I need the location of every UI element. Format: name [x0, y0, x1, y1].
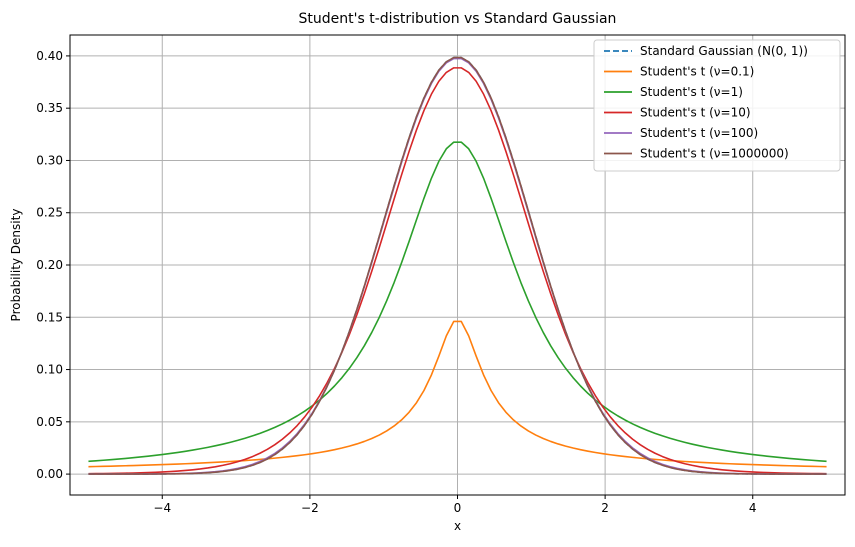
- legend-label: Student's t (ν=100): [640, 126, 758, 140]
- plot-lines: [88, 56, 827, 475]
- legend: Standard Gaussian (N(0, 1)) Student's t (…: [593, 39, 841, 172]
- y-axis-label: Probability Density: [9, 209, 23, 322]
- x-tick-label: 4: [749, 501, 757, 515]
- x-axis-label: x: [454, 519, 461, 533]
- legend-label: Student's t (ν=1): [640, 85, 743, 99]
- x-tick-label: −4: [153, 501, 171, 515]
- x-axis-ticks: −4 −2 0 2 4: [153, 495, 757, 515]
- y-tick-label: 0.35: [36, 101, 63, 115]
- x-tick-label: −2: [301, 501, 319, 515]
- series-line-2: [88, 141, 827, 463]
- legend-box: [593, 39, 841, 172]
- grid: [70, 35, 845, 495]
- y-tick-label: 0.20: [36, 258, 63, 272]
- legend-label: Standard Gaussian (N(0, 1)): [640, 44, 808, 58]
- legend-label: Student's t (ν=1000000): [640, 147, 789, 161]
- x-tick-label: 2: [601, 501, 609, 515]
- x-tick-label: 0: [454, 501, 462, 515]
- y-tick-label: 0.15: [36, 310, 63, 324]
- series-line-3: [88, 67, 827, 475]
- y-tick-label: 0.40: [36, 49, 63, 63]
- y-tick-label: 0.30: [36, 153, 63, 167]
- y-tick-label: 0.25: [36, 206, 63, 220]
- chart-title: Student's t-distribution vs Standard Gau…: [299, 11, 617, 27]
- legend-label: Student's t (ν=0.1): [640, 65, 754, 79]
- series-line-1: [88, 320, 827, 468]
- legend-label: Student's t (ν=10): [640, 106, 751, 120]
- y-tick-label: 0.05: [36, 415, 63, 429]
- series-line-5: [88, 56, 827, 475]
- y-tick-label: 0.10: [36, 363, 63, 377]
- y-axis-ticks: 0.00 0.05 0.10 0.15 0.20 0.25 0.30 0.35 0.40: [36, 49, 70, 481]
- y-tick-label: 0.00: [36, 467, 63, 481]
